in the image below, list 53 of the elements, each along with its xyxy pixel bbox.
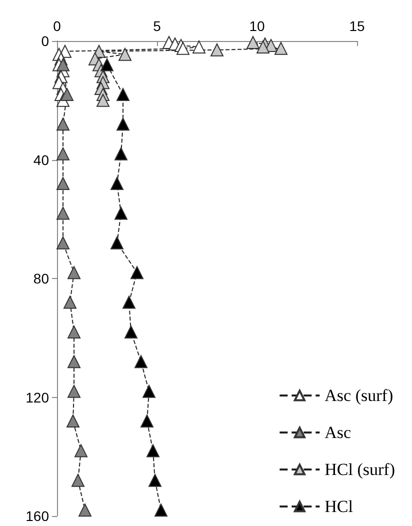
y-tick-label: 40	[33, 152, 50, 168]
point	[114, 147, 128, 160]
point	[210, 43, 224, 56]
point	[134, 355, 148, 368]
point	[192, 40, 206, 54]
point	[68, 384, 80, 398]
point	[56, 58, 70, 72]
y-tick-label: 0	[41, 33, 50, 49]
point	[154, 504, 168, 517]
point	[124, 325, 138, 338]
point	[246, 36, 260, 49]
point	[110, 177, 124, 190]
point	[148, 474, 162, 487]
point	[68, 325, 80, 338]
x-tick-label: 5	[153, 18, 162, 34]
point	[78, 504, 92, 517]
point	[146, 444, 160, 458]
point	[100, 58, 114, 72]
point	[68, 355, 80, 368]
point	[60, 88, 74, 101]
point	[56, 206, 70, 220]
legend-label: Asc (surf)	[324, 386, 394, 405]
point	[142, 384, 156, 398]
point	[176, 42, 190, 55]
point	[118, 48, 132, 61]
point	[130, 266, 144, 280]
y-tick-label: 80	[33, 270, 50, 286]
y-tick-label: 120	[26, 389, 50, 406]
y-tick-label: 160	[26, 508, 50, 524]
point	[122, 296, 136, 309]
point	[56, 147, 70, 160]
point	[116, 118, 130, 131]
point	[140, 414, 154, 428]
legend-label: Asc	[324, 423, 352, 442]
point	[274, 42, 288, 55]
point	[110, 236, 124, 250]
legend-label: HCl	[324, 497, 354, 516]
point	[66, 414, 80, 428]
legend-label: HCl (surf)	[324, 460, 396, 479]
x-tick-label: 10	[249, 18, 265, 34]
point	[68, 266, 80, 280]
point	[116, 88, 130, 101]
point	[114, 206, 128, 220]
point	[256, 40, 270, 54]
point	[96, 94, 110, 107]
point	[56, 236, 70, 250]
point	[64, 296, 76, 309]
point	[74, 444, 88, 458]
x-tick-label: 15	[349, 18, 365, 34]
x-tick-label: 0	[53, 18, 62, 34]
point	[56, 177, 70, 190]
point	[56, 118, 70, 131]
point	[72, 474, 84, 487]
